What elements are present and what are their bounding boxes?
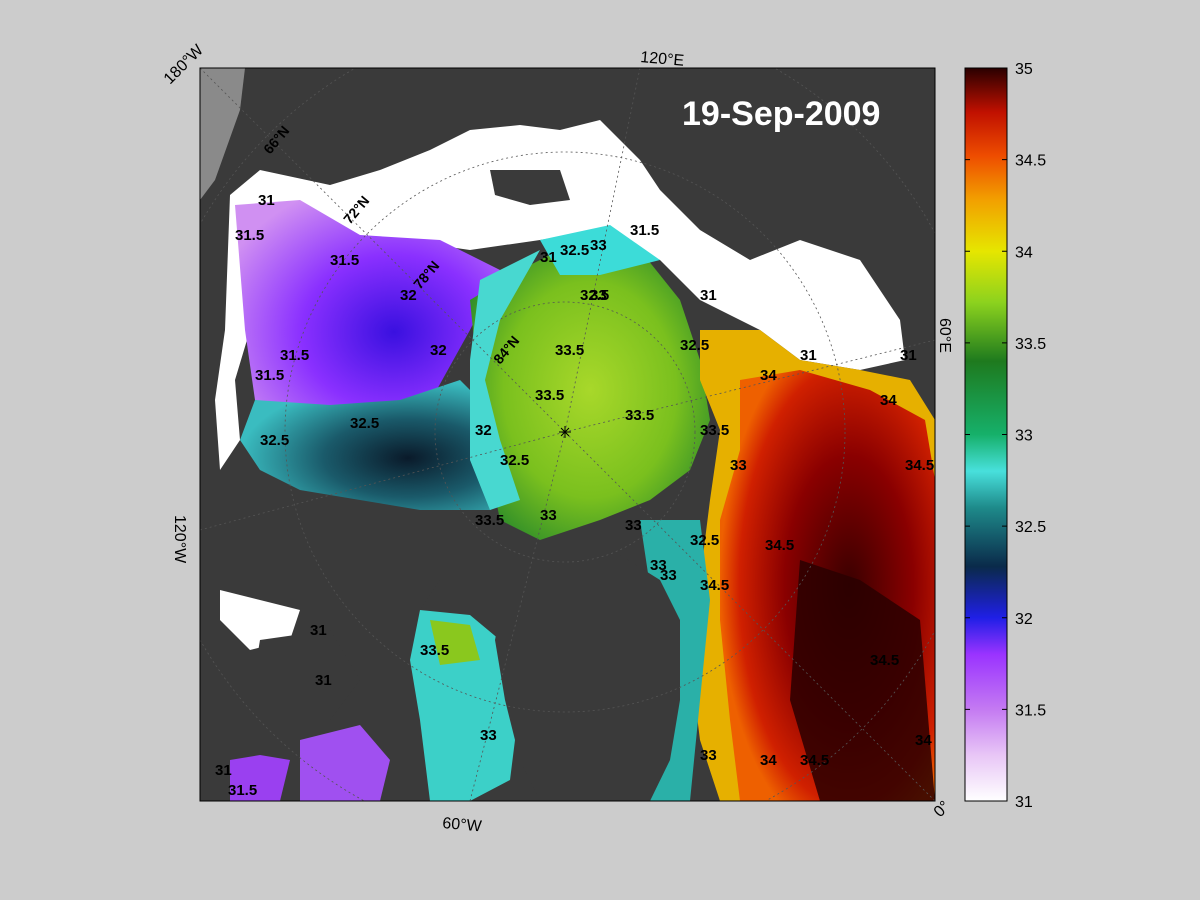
baffin-bay-salinity-zone — [410, 610, 520, 801]
colorbar: 31 31.5 32 32.5 33 33.5 34 34.5 35 — [964, 61, 1046, 811]
contour-label: 31.5 — [280, 347, 309, 364]
contour-label-group: 31 31.5 31.5 31.5 31.5 31.5 31 31 31.5 32 32 32 32.5… — [215, 192, 934, 799]
highest-salinity-core — [790, 560, 935, 801]
cyan-salinity-band — [470, 250, 540, 510]
lon-label-60e: 60°E — [936, 318, 953, 353]
meridian-line — [200, 68, 566, 433]
latitude-circle-72 — [284, 151, 846, 713]
colorbar-tick-label: 33 — [1015, 428, 1033, 445]
contour-label: 32.5 — [680, 337, 709, 354]
central-arctic-green-zone — [470, 240, 710, 540]
contour-label: 32 — [400, 287, 417, 304]
contour-label: 33 — [590, 287, 607, 304]
low-salinity-purple-zone — [235, 200, 500, 420]
colorbar-tick-label: 31.5 — [1015, 702, 1046, 719]
siberian-island — [490, 170, 570, 205]
sea-ice-region — [215, 120, 905, 470]
contour-label: 33.5 — [625, 407, 654, 424]
canadian-archipelago-landmass — [320, 520, 440, 620]
contour-label: 31.5 — [630, 222, 659, 239]
teal-salinity-zone — [240, 380, 520, 510]
map-frame — [199, 67, 936, 802]
greenland-landmass — [495, 555, 680, 801]
contour-label: 33 — [650, 557, 667, 574]
contour-label: 34 — [915, 732, 932, 749]
contour-label: 33 — [660, 567, 677, 584]
colorbar-tick-label: 35 — [1015, 61, 1033, 78]
contour-label: 31 — [700, 287, 717, 304]
contour-label: 31 — [800, 347, 817, 364]
contour-label: 31 — [215, 762, 232, 779]
baffin-bay-green-patch — [430, 620, 480, 665]
colorbar-tick-label: 34 — [1015, 244, 1033, 261]
colorbar-tick-group: 31 31.5 32 32.5 33 33.5 34 34.5 35 — [965, 61, 1046, 811]
date-label: 19-Sep-2009 — [682, 95, 880, 133]
contour-label: 34 — [880, 392, 897, 409]
contour-label: 31.5 — [228, 782, 257, 799]
cyan-salinity-band — [540, 225, 660, 275]
meridian-line — [564, 68, 641, 433]
contour-label: 33 — [700, 747, 717, 764]
meridian-line — [469, 431, 566, 801]
contour-label: 31 — [540, 249, 557, 266]
contour-label: 31 — [310, 622, 327, 639]
contour-label: 32.5 — [690, 532, 719, 549]
purple-coastal-patch — [300, 725, 390, 801]
colorbar-gradient — [964, 67, 1008, 802]
contour-label: 31 — [258, 192, 275, 209]
lon-label-120w: 120°W — [171, 515, 188, 564]
contour-label: 33 — [730, 457, 747, 474]
colorbar-tick-label: 32 — [1015, 611, 1033, 628]
contour-label: 34 — [760, 752, 777, 769]
contour-label: 32.5 — [560, 242, 589, 259]
contour-label: 32.5 — [260, 432, 289, 449]
contour-label: 32 — [430, 342, 447, 359]
contour-label: 31.5 — [330, 252, 359, 269]
contour-label: 33 — [480, 727, 497, 744]
contour-label: 34.5 — [700, 577, 729, 594]
lon-label-60w: 60°W — [442, 815, 484, 835]
contour-label: 33 — [625, 517, 642, 534]
contour-label: 33.5 — [555, 342, 584, 359]
contour-label: 33.5 — [535, 387, 564, 404]
purple-coastal-patch — [230, 755, 290, 801]
contour-label: 34 — [760, 367, 777, 384]
contour-label: 32.5 — [350, 415, 379, 432]
contour-label: 34.5 — [765, 537, 794, 554]
outside-domain-area — [200, 68, 245, 200]
contour-label: 34.5 — [800, 752, 829, 769]
contour-label: 33.5 — [420, 642, 449, 659]
contour-label: 33 — [590, 237, 607, 254]
colorbar-tick-label: 32.5 — [1015, 519, 1046, 536]
contour-label: 31 — [315, 672, 332, 689]
contour-label: 31 — [900, 347, 917, 364]
contour-label: 32 — [475, 422, 492, 439]
contour-label: 33 — [540, 507, 557, 524]
colorbar-tick-label: 33.5 — [1015, 336, 1046, 353]
colorbar-tick-label: 34.5 — [1015, 153, 1046, 170]
contour-label: 32.5 — [580, 287, 609, 304]
north-pole-marker — [559, 426, 571, 438]
contour-label: 33.5 — [700, 422, 729, 439]
contour-label: 31.5 — [235, 227, 264, 244]
contour-label: 34.5 — [905, 457, 934, 474]
latitude-circle-84 — [434, 301, 696, 563]
meridian-line — [564, 431, 935, 801]
map-panel: 31 31.5 31.5 31.5 31.5 31.5 31 31 31.5 32 32 32 32.5… — [200, 68, 935, 801]
lon-label-120e: 120°E — [640, 49, 685, 70]
colorbar-tick-label: 31 — [1015, 794, 1033, 811]
sea-ice-floe — [220, 590, 300, 650]
contour-label: 34.5 — [870, 652, 899, 669]
contour-label: 32.5 — [500, 452, 529, 469]
contour-label: 31.5 — [255, 367, 284, 384]
canadian-landmass — [250, 630, 360, 730]
meridian-line — [564, 339, 935, 433]
contour-label: 33.5 — [475, 512, 504, 529]
